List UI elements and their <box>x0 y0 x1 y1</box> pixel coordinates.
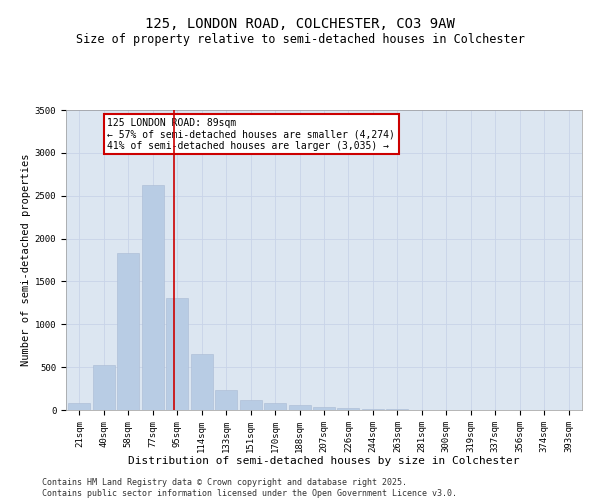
X-axis label: Distribution of semi-detached houses by size in Colchester: Distribution of semi-detached houses by … <box>128 456 520 466</box>
Bar <box>118 253 139 410</box>
Bar <box>93 364 115 410</box>
Bar <box>215 390 237 410</box>
Bar <box>191 354 213 410</box>
Bar <box>142 184 164 410</box>
Text: Contains HM Land Registry data © Crown copyright and database right 2025.
Contai: Contains HM Land Registry data © Crown c… <box>42 478 457 498</box>
Bar <box>362 409 384 410</box>
Bar <box>313 406 335 410</box>
Text: Size of property relative to semi-detached houses in Colchester: Size of property relative to semi-detach… <box>76 32 524 46</box>
Bar <box>166 298 188 410</box>
Bar <box>239 400 262 410</box>
Bar <box>264 403 286 410</box>
Bar <box>289 405 311 410</box>
Text: 125, LONDON ROAD, COLCHESTER, CO3 9AW: 125, LONDON ROAD, COLCHESTER, CO3 9AW <box>145 18 455 32</box>
Y-axis label: Number of semi-detached properties: Number of semi-detached properties <box>20 154 31 366</box>
Text: 125 LONDON ROAD: 89sqm
← 57% of semi-detached houses are smaller (4,274)
41% of : 125 LONDON ROAD: 89sqm ← 57% of semi-det… <box>107 118 395 150</box>
Bar <box>68 403 91 410</box>
Bar <box>337 408 359 410</box>
